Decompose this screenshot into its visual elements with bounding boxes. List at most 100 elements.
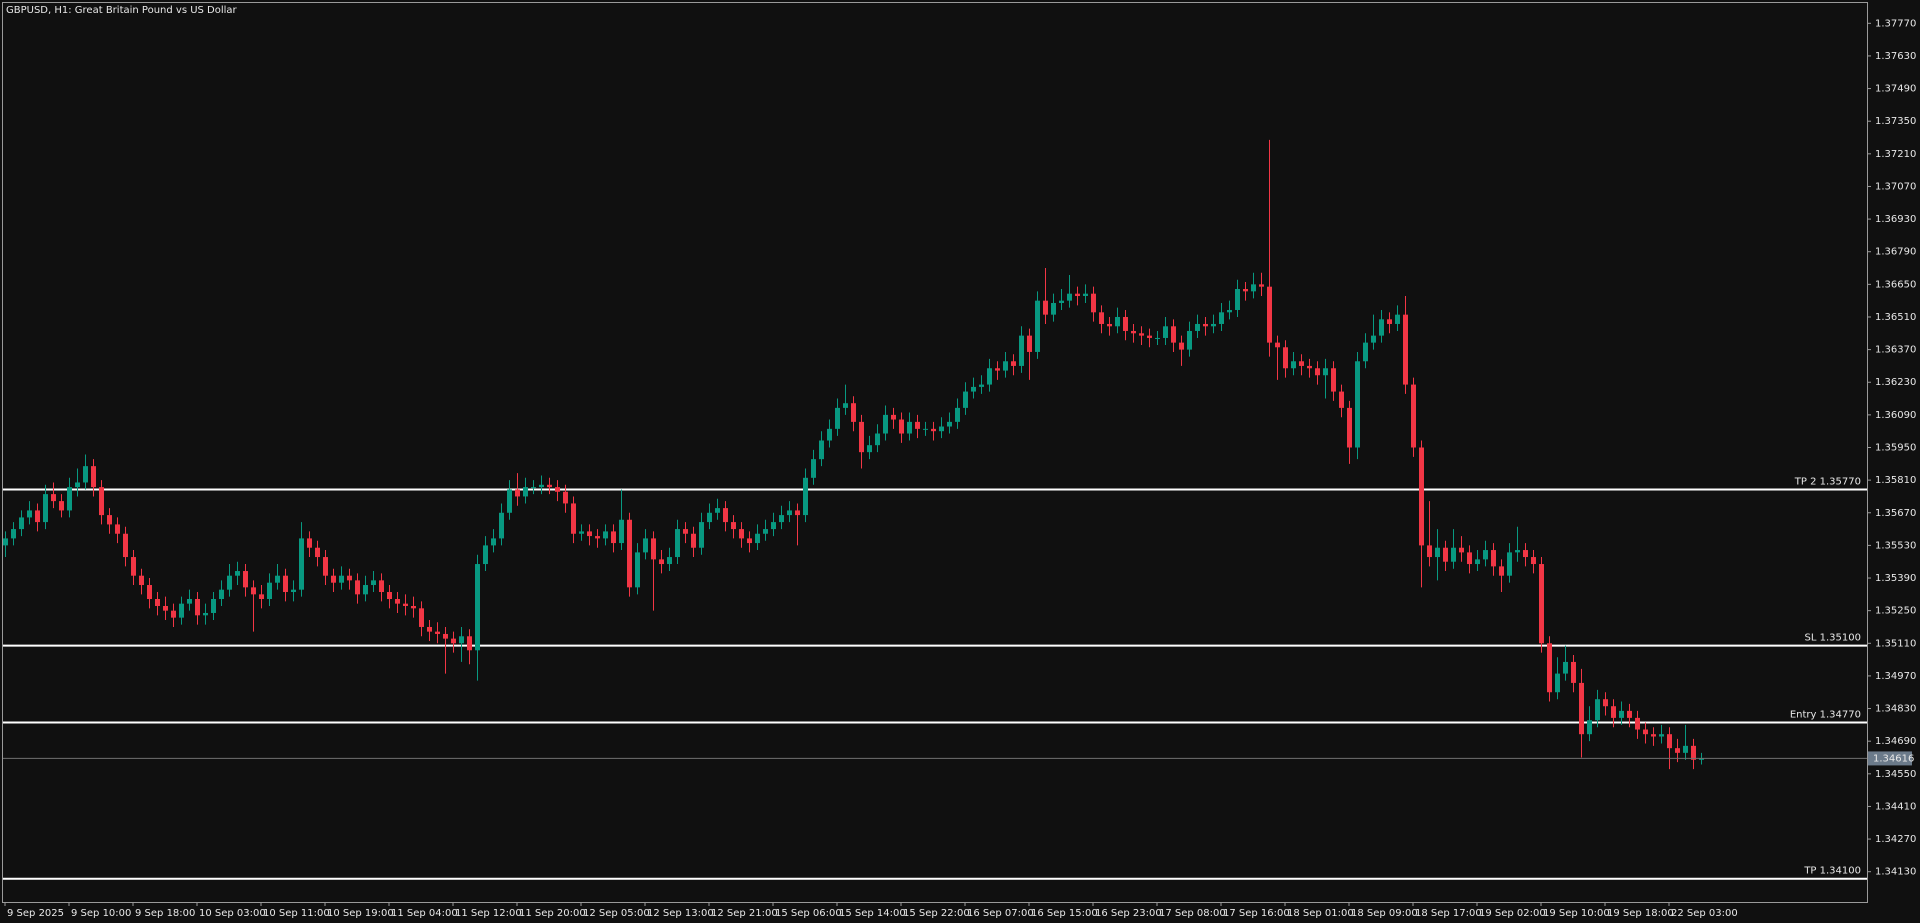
candle-body	[1171, 326, 1176, 343]
candle-body	[987, 368, 992, 385]
candle-body	[451, 638, 456, 644]
candle-body	[107, 515, 112, 525]
candle-body	[771, 522, 776, 530]
candle-body	[1363, 342, 1368, 362]
candle-body	[1515, 550, 1520, 553]
candle-body	[883, 414, 888, 434]
y-tick-label: 1.34130	[1875, 867, 1916, 878]
candle-body	[1251, 284, 1256, 292]
candle-body	[1107, 323, 1112, 327]
candle-body	[803, 477, 808, 516]
candle-body	[1291, 361, 1296, 369]
y-tick-label: 1.34830	[1875, 704, 1916, 715]
x-tick-label: 19 Sep 10:00	[1543, 908, 1610, 919]
x-tick-label: 17 Sep 16:00	[1223, 908, 1290, 919]
candle-body	[227, 575, 232, 590]
candle-body	[603, 531, 608, 539]
candle-body	[1123, 316, 1128, 331]
y-tick-label: 1.35670	[1875, 508, 1916, 519]
candle-body	[1675, 748, 1680, 753]
x-tick-label: 12 Sep 05:00	[583, 908, 650, 919]
candle-body	[1259, 284, 1264, 287]
candle-body	[1547, 643, 1552, 693]
candle-body	[395, 599, 400, 604]
candle-body	[1307, 365, 1312, 369]
candle-body	[1579, 682, 1584, 735]
x-tick-label: 16 Sep 15:00	[1031, 908, 1098, 919]
candle-body	[83, 466, 88, 483]
candle-body	[747, 538, 752, 544]
candle-body	[1155, 337, 1160, 339]
candle-body	[515, 489, 520, 497]
candle-body	[1627, 710, 1632, 718]
candle-body	[1395, 314, 1400, 324]
x-tick-label: 19 Sep 18:00	[1607, 908, 1674, 919]
candle-body	[379, 580, 384, 593]
candle-body	[1491, 550, 1496, 567]
y-tick-label: 1.37070	[1875, 181, 1916, 192]
candle-body	[635, 552, 640, 588]
candle-body	[611, 531, 616, 544]
x-tick-label: 15 Sep 22:00	[903, 908, 970, 919]
candle-body	[1115, 316, 1120, 327]
candle-body	[1019, 335, 1024, 366]
candle-body	[1331, 368, 1336, 392]
candle-body	[875, 433, 880, 446]
x-tick-label: 9 Sep 2025	[7, 908, 64, 919]
candle-body	[1059, 300, 1064, 303]
candle-body	[1139, 333, 1144, 336]
x-tick-label: 22 Sep 03:00	[1671, 908, 1738, 919]
candle-body	[275, 575, 280, 583]
candle-body	[1467, 552, 1472, 565]
candle-body	[1459, 547, 1464, 553]
candle-body	[1379, 319, 1384, 336]
candle-body	[235, 571, 240, 576]
candle-body	[1043, 300, 1048, 315]
candle-body	[539, 484, 544, 488]
candle-body	[3, 538, 8, 546]
x-tick-label: 11 Sep 12:00	[455, 908, 522, 919]
x-tick-label: 16 Sep 07:00	[967, 908, 1034, 919]
candle-body	[1603, 699, 1608, 707]
x-tick-label: 17 Sep 08:00	[1159, 908, 1226, 919]
candle-body	[435, 631, 440, 634]
x-tick-label: 19 Sep 02:00	[1479, 908, 1546, 919]
y-tick-label: 1.36510	[1875, 312, 1916, 323]
candle-body	[1619, 710, 1624, 718]
y-tick-label: 1.34550	[1875, 769, 1916, 780]
candle-body	[123, 533, 128, 558]
candle-body	[11, 529, 16, 539]
candle-body	[659, 559, 664, 565]
candle-body	[1211, 323, 1216, 327]
y-tick-label: 1.35250	[1875, 606, 1916, 617]
candle-body	[859, 421, 864, 453]
candle-body	[1075, 293, 1080, 297]
candle-body	[59, 501, 64, 511]
candle-body	[1643, 729, 1648, 735]
candle-body	[323, 557, 328, 576]
candle-body	[667, 557, 672, 565]
candle-body	[1003, 361, 1008, 371]
y-tick-label: 1.37350	[1875, 116, 1916, 127]
candle-body	[1227, 309, 1232, 313]
candle-body	[1531, 557, 1536, 565]
candle-body	[1451, 547, 1456, 562]
x-tick-label: 18 Sep 17:00	[1415, 908, 1482, 919]
candle-body	[923, 428, 928, 430]
candle-body	[619, 519, 624, 544]
candle-body	[531, 487, 536, 489]
candle-body	[99, 487, 104, 516]
candle-body	[731, 522, 736, 530]
candle-body	[1483, 550, 1488, 560]
candle-body	[699, 522, 704, 548]
candle-body	[1475, 559, 1480, 565]
x-tick-label: 18 Sep 09:00	[1351, 908, 1418, 919]
candle-body	[115, 524, 120, 534]
candle-body	[1235, 289, 1240, 310]
candle-body	[907, 421, 912, 434]
candle-body	[947, 421, 952, 427]
candle-body	[195, 599, 200, 616]
candle-body	[739, 529, 744, 539]
x-tick-label: 12 Sep 13:00	[647, 908, 714, 919]
